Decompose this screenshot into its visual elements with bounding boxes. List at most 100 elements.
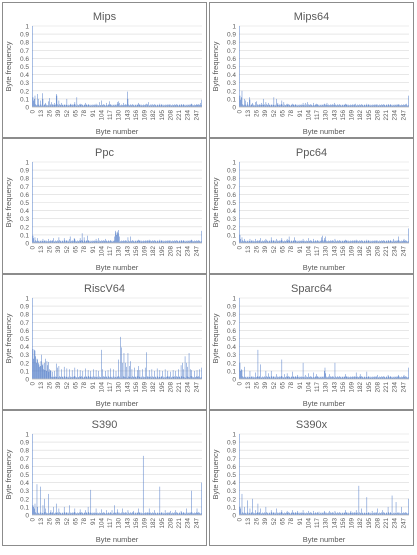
x-tick-label: 182: [357, 518, 364, 529]
y-tick-label: 0.5: [227, 472, 236, 479]
x-tick-label: 234: [185, 382, 192, 393]
x-tick-label: 104: [98, 382, 105, 393]
x-tick-label: 143: [331, 382, 338, 393]
chart-title: Ppc: [95, 147, 114, 159]
x-tick-label: 39: [55, 246, 62, 254]
x-tick-label: 0: [236, 110, 243, 114]
x-tick-label: 182: [357, 382, 364, 393]
y-tick-label: 0.7: [20, 320, 29, 327]
x-tick-label: 208: [167, 382, 174, 393]
x-tick-label: 52: [271, 246, 278, 254]
y-tick-label: 0.7: [20, 48, 29, 55]
x-tick-label: 221: [176, 246, 183, 257]
chart-title: S390: [92, 419, 118, 431]
x-tick-label: 182: [357, 246, 364, 257]
x-tick-label: 52: [64, 518, 71, 526]
y-tick-label: 0.3: [227, 80, 236, 87]
x-tick-label: 117: [314, 382, 321, 393]
x-tick-label: 234: [185, 110, 192, 121]
y-tick-label: 0.1: [227, 504, 236, 511]
x-tick-label: 130: [116, 382, 123, 393]
x-tick-label: 91: [297, 110, 304, 118]
y-axis-label: Byte frequency: [4, 177, 13, 227]
y-tick-label: 0.2: [227, 224, 236, 231]
chart-panel-mips64: Mips64 0 0.10.20.30.40.50.60.70.80.91 Byte …: [209, 2, 414, 138]
x-tick-label: 117: [314, 246, 321, 257]
x-tick-label: 91: [90, 518, 97, 526]
x-tick-label: 65: [279, 518, 286, 526]
x-tick-label: 91: [297, 246, 304, 254]
y-axis-label: Byte frequency: [211, 449, 220, 499]
y-tick-label: 0.2: [227, 88, 236, 95]
y-tick-label: 0: [25, 105, 29, 112]
y-tick-label: 0.9: [20, 32, 29, 39]
x-tick-label: 195: [159, 110, 166, 121]
y-tick-label: 1: [232, 160, 236, 167]
x-tick-label: 156: [340, 110, 347, 121]
x-tick-label: 91: [90, 110, 97, 118]
x-tick-label: 104: [98, 246, 105, 257]
x-tick-label: 208: [167, 518, 174, 529]
y-axis-label: Byte frequency: [4, 313, 13, 363]
x-tick-label: 91: [90, 246, 97, 254]
y-tick-label: 1: [232, 24, 236, 31]
x-tick-label: 130: [116, 246, 123, 257]
x-tick-label: 104: [305, 110, 312, 121]
chart-panel-s390: S390 0 0.10.20.30.40.50.60.70.80.91 Byte fr…: [2, 410, 207, 546]
chart-title: Mips64: [294, 11, 329, 23]
y-tick-label: 0.9: [20, 304, 29, 311]
y-tick-label: 0.8: [20, 312, 29, 319]
y-tick-label: 0.5: [227, 64, 236, 71]
x-tick-label: 143: [331, 110, 338, 121]
x-tick-label: 234: [185, 246, 192, 257]
x-tick-label: 65: [72, 382, 79, 390]
y-tick-label: 1: [25, 24, 29, 31]
x-tick-label: 13: [38, 110, 45, 118]
x-tick-label: 26: [254, 246, 261, 254]
x-axis-label: Byte number: [96, 399, 139, 408]
x-tick-label: 169: [349, 246, 356, 257]
x-tick-label: 234: [185, 518, 192, 529]
y-tick-label: 0: [232, 105, 236, 112]
y-tick-label: 0.3: [20, 216, 29, 223]
y-tick-label: 0.4: [20, 344, 29, 351]
x-tick-label: 52: [64, 246, 71, 254]
x-tick-label: 52: [271, 110, 278, 118]
x-tick-label: 78: [288, 246, 295, 254]
x-tick-label: 247: [193, 110, 200, 121]
chart-panel-ppc64: Ppc64 0 0.10.20.30.40.50.60.70.80.91 Byte f…: [209, 138, 414, 274]
chart-title: Sparc64: [291, 283, 332, 295]
x-tick-label: 221: [176, 518, 183, 529]
y-axis-label: Byte frequency: [211, 177, 220, 227]
x-tick-label: 143: [124, 110, 131, 121]
x-tick-label: 26: [47, 382, 54, 390]
y-tick-label: 0.9: [227, 32, 236, 39]
y-tick-label: 0.2: [20, 360, 29, 367]
y-tick-label: 0.1: [227, 96, 236, 103]
y-tick-label: 0.1: [20, 96, 29, 103]
y-tick-label: 1: [25, 432, 29, 439]
y-tick-label: 0.3: [227, 352, 236, 359]
x-tick-label: 0: [29, 518, 36, 522]
y-tick-label: 0.7: [227, 48, 236, 55]
x-tick-label: 78: [288, 382, 295, 390]
x-tick-label: 169: [142, 382, 149, 393]
x-tick-label: 13: [245, 246, 252, 254]
x-tick-label: 169: [142, 110, 149, 121]
y-tick-label: 0.1: [227, 368, 236, 375]
x-tick-label: 52: [64, 382, 71, 390]
x-tick-label: 104: [305, 246, 312, 257]
x-tick-label: 39: [55, 110, 62, 118]
y-tick-label: 0.6: [227, 464, 236, 471]
panel-border: [2, 410, 207, 546]
y-tick-label: 1: [25, 160, 29, 167]
x-tick-label: 182: [150, 110, 157, 121]
y-tick-label: 0.5: [20, 336, 29, 343]
x-tick-label: 247: [193, 518, 200, 529]
y-tick-label: 0.4: [227, 208, 236, 215]
y-tick-label: 0.2: [20, 88, 29, 95]
y-tick-label: 0.4: [20, 72, 29, 79]
y-tick-label: 0.4: [20, 480, 29, 487]
x-tick-label: 65: [72, 246, 79, 254]
